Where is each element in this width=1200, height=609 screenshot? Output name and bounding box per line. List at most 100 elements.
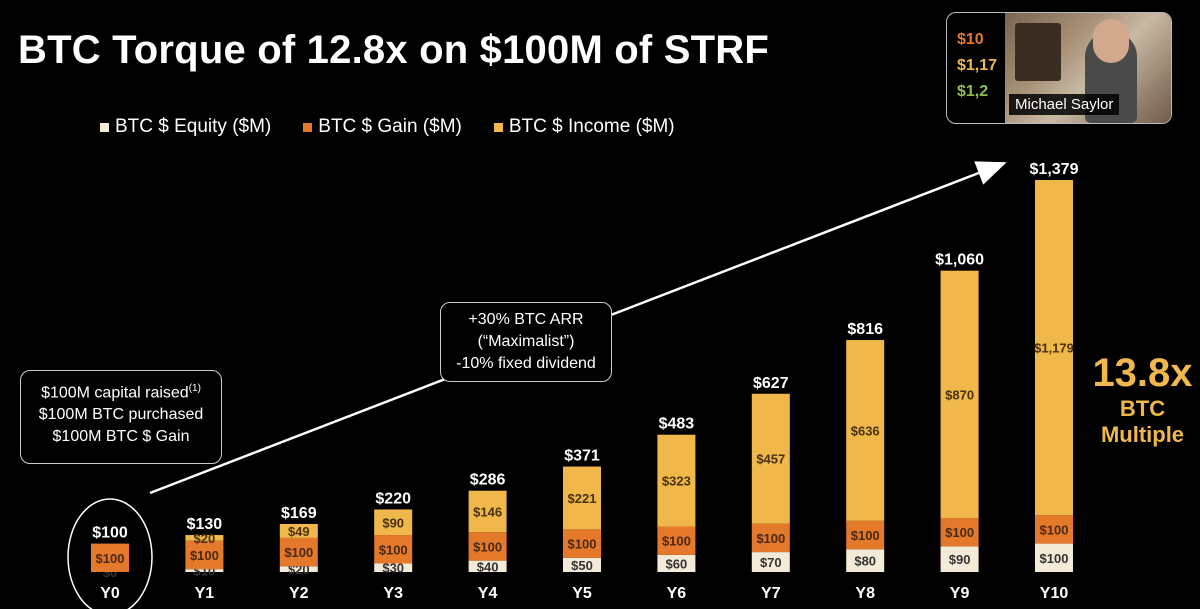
bar-equity-y7 [751,552,790,572]
x-tick-label-y9: Y9 [950,585,970,602]
segment-label-gain-y8: $100 [851,528,880,543]
x-tick-label-y2: Y2 [289,585,309,602]
legend-swatch-income [493,122,503,132]
total-label-y10: $1,379 [1030,161,1079,178]
x-tick-label-y8: Y8 [855,585,875,602]
legend-item-income: BTC $ Income ($M) [493,116,675,138]
segment-label-income-y6: $323 [662,474,691,489]
legend-label-income: BTC $ Income ($M) [508,116,675,137]
segment-label-income-y10: $1,179 [1034,341,1074,356]
speaker-name-tag: Michael Saylor [1009,94,1120,115]
total-label-y4: $286 [470,472,506,489]
total-label-y3: $220 [375,490,411,507]
segment-label-equity-y9: $90 [949,552,971,567]
bar-income-y1 [185,535,224,541]
bar-gain-y4 [468,532,507,561]
bar-income-y4 [468,490,507,533]
total-label-y9: $1,060 [935,252,984,269]
bar-equity-y3 [374,563,413,572]
bar-equity-y4 [468,560,507,572]
bar-gain-y9 [940,517,979,547]
btc-multiple-annotation: 13.8x BTC Multiple [1085,350,1200,448]
x-tick-label-y5: Y5 [572,585,592,602]
legend-label-gain: BTC $ Gain ($M) [318,116,462,137]
segment-label-equity-y6: $60 [666,556,688,571]
bar-gain-y2 [279,537,318,567]
segment-label-income-y2: $49 [288,524,310,539]
legend-swatch-gain [303,122,313,132]
segment-label-gain-y1: $100 [190,548,219,563]
total-label-y8: $816 [847,321,883,338]
bar-gain-y1 [185,540,224,570]
x-tick-label-y3: Y3 [383,585,403,602]
bar-equity-y1 [185,569,224,572]
total-label-y7: $627 [753,375,789,392]
segment-label-equity-y8: $80 [854,554,876,569]
segment-label-equity-y4: $40 [477,559,499,574]
bar-gain-y10 [1035,515,1073,544]
callout-line-gain: $100M BTC $ Gain [52,428,190,446]
peek-value-2: $1,17 [957,57,998,74]
callout-line-purchased: $100M BTC purchased [38,406,204,424]
total-label-y1: $130 [187,516,223,533]
callout-line-capital: $100M capital raised(1) [41,383,201,402]
peek-value-1: $10 [957,31,984,48]
segment-label-equity-y7: $70 [760,555,782,570]
legend-swatch-equity [100,122,109,132]
segment-label-gain-y10: $100 [1040,522,1069,537]
bar-equity-y8 [846,549,885,572]
segment-label-income-y3: $90 [382,515,404,530]
callout-line-dividend: -10% fixed dividend [456,355,596,372]
segment-label-equity-y10: $100 [1040,551,1069,566]
bar-income-y8 [846,340,885,521]
segment-label-gain-y3: $100 [379,542,408,557]
bar-gain-y5 [563,529,601,558]
legend-label-equity: BTC $ Equity ($M) [115,116,272,137]
bar-gain-y7 [751,523,790,553]
segment-label-gain-y5: $100 [568,537,597,552]
segment-label-income-y9: $870 [945,387,974,402]
total-label-y5: $371 [564,448,600,465]
bar-income-y5 [563,466,601,530]
total-label-y0: $100 [92,525,128,542]
segment-label-gain-y2: $100 [284,545,313,560]
bar-gain-y3 [374,535,413,564]
bar-gain-y0 [91,543,129,572]
segment-label-equity-y5: $50 [571,558,593,573]
background-shelf [1015,23,1061,81]
bar-income-y3 [374,509,413,536]
x-tick-label-y4: Y4 [478,585,498,602]
capital-raised-callout: $100M capital raised(1) $100M BTC purcha… [20,370,222,464]
segment-label-income-y5: $221 [568,491,597,506]
slide-title: BTC Torque of 12.8x on $100M of STRF [18,28,769,72]
bar-income-y9 [940,270,979,518]
x-tick-label-y1: Y1 [195,585,215,602]
bar-equity-y10 [1035,543,1073,572]
speaker-video-overlay: $10 $1,17 $1,2 Michael Saylor [946,12,1172,124]
multiple-label-multiple: Multiple [1100,422,1185,447]
bar-equity-y6 [657,554,696,572]
bar-income-y7 [751,393,790,524]
segment-label-gain-y6: $100 [662,534,691,549]
bar-income-y6 [657,434,696,527]
legend-item-gain: BTC $ Gain ($M) [303,116,462,138]
multiple-value: 13.8x [1092,351,1193,395]
x-tick-label-y7: Y7 [761,585,781,602]
multiple-label-btc: BTC [1119,396,1166,421]
assumption-callout: +30% BTC ARR (“Maximalist”) -10% fixed d… [440,302,612,382]
bar-gain-y6 [657,526,696,555]
segment-label-income-y4: $146 [473,504,502,519]
segment-label-income-y1: $20 [194,531,216,546]
x-tick-label-y10: Y10 [1040,585,1069,602]
bar-income-y2 [279,523,318,538]
callout-line-maximalist: (“Maximalist”) [477,333,575,350]
speaker-face [1093,19,1129,63]
x-tick-label-y6: Y6 [667,585,687,602]
chart-legend: BTC $ Equity ($M) BTC $ Gain ($M) BTC $ … [100,116,675,138]
total-label-y2: $169 [281,505,317,522]
segment-label-gain-y9: $100 [945,525,974,540]
bar-gain-y8 [846,520,885,550]
bars-group: $0$100$100Y0$10$100$20$130Y1$20$100$49$1… [91,161,1079,602]
peek-value-3: $1,2 [957,83,989,100]
